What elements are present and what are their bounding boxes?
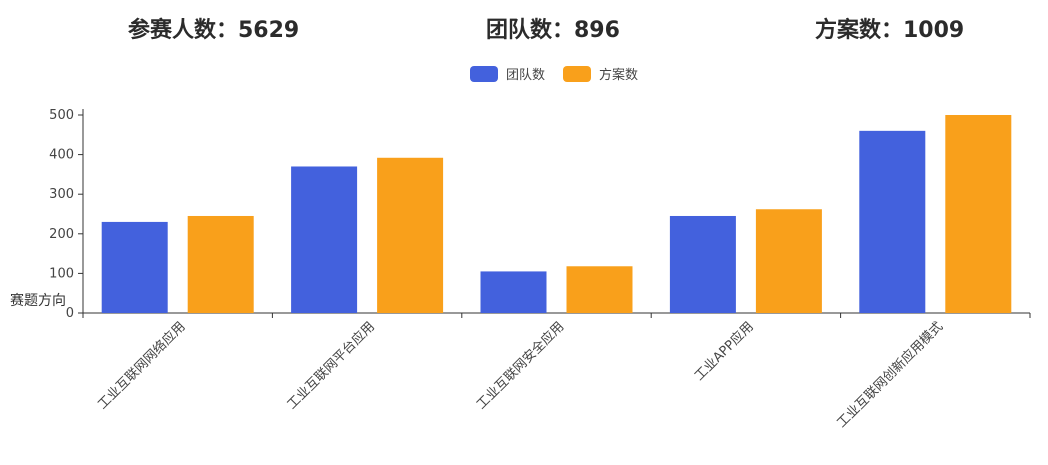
bar-solutions — [187, 215, 254, 313]
bar-teams — [859, 130, 926, 313]
bar-teams — [669, 215, 736, 313]
teams-stat: 团队数：896 — [486, 18, 620, 43]
bar-teams — [101, 221, 168, 313]
bar-teams — [291, 166, 358, 313]
legend-label-solutions: 方案数 — [599, 68, 639, 83]
y-tick-label: 200 — [49, 227, 74, 242]
bar-solutions — [945, 115, 1012, 313]
y-tick-label: 0 — [66, 306, 74, 321]
x-tick-label: 工业互联网网络应用 — [94, 319, 188, 413]
bar-solutions — [566, 266, 633, 313]
participants-stat: 参赛人数：5629 — [128, 18, 300, 43]
solutions-stat: 方案数：1009 — [815, 18, 965, 43]
x-tick-label: 工业APP应用 — [691, 319, 756, 384]
legend-label-teams: 团队数 — [506, 68, 546, 83]
x-tick-label: 工业互联网平台应用 — [284, 319, 378, 413]
bar-solutions — [377, 157, 444, 313]
y-tick-label: 500 — [49, 108, 74, 123]
bar-teams — [480, 271, 547, 313]
y-tick-label: 300 — [49, 187, 74, 202]
legend-item-solutions[interactable]: 方案数 — [563, 64, 638, 83]
bar-chart: 0 100 200 300 400 500 工业互联网网络应用 工业互联网平台应用 工业互联网安… — [49, 108, 1031, 431]
y-tick-label: 400 — [49, 148, 74, 163]
y-tick-label: 100 — [49, 266, 74, 281]
legend-swatch-solutions — [563, 65, 591, 82]
legend-item-teams[interactable]: 团队数 — [470, 64, 545, 83]
x-axis-title: 赛题方向 — [10, 293, 66, 309]
x-tick-label: 工业互联网安全应用 — [473, 319, 567, 413]
bar-solutions — [755, 209, 822, 313]
summary-stats: 参赛人数：5629 团队数：896 方案数：1009 — [0, 12, 1048, 48]
x-tick-label: 工业互联网创新应用模式 — [834, 319, 946, 431]
legend-swatch-teams — [470, 65, 498, 82]
